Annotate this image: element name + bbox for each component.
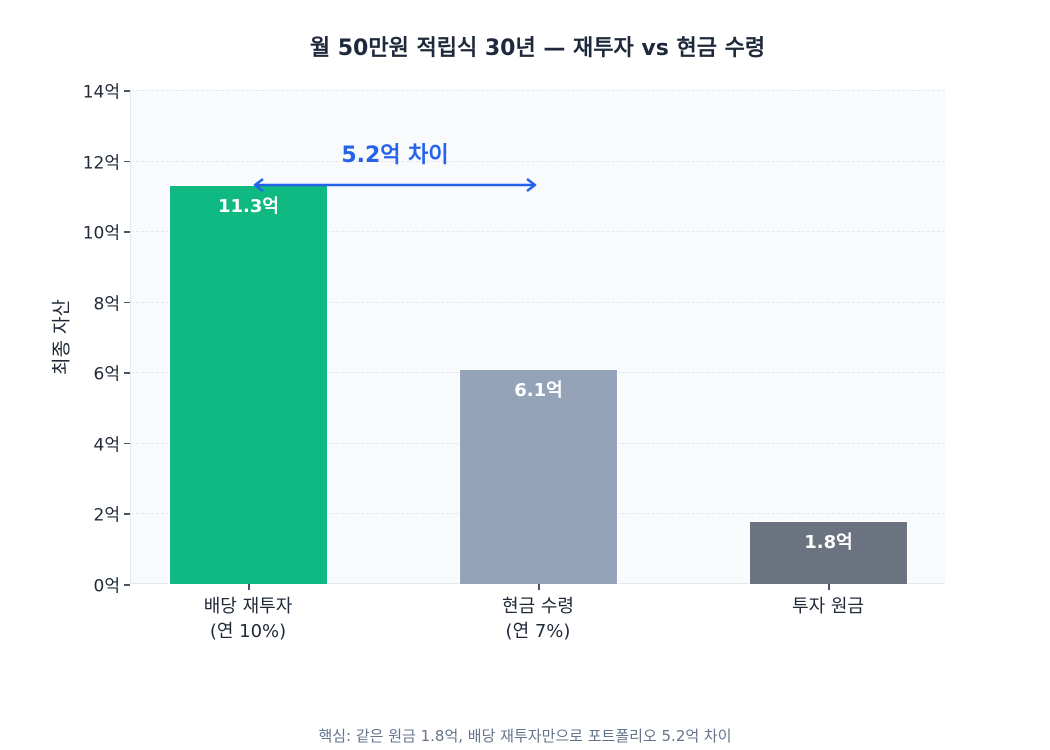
y-tick — [124, 301, 130, 304]
x-label-principal: 투자 원금 — [728, 594, 928, 619]
x-label-line: 현금 수령 — [502, 596, 574, 617]
chart-title: 월 50만원 적립식 30년 — 재투자 vs 현금 수령 — [309, 36, 766, 61]
y-tick-label: 2억 — [93, 505, 120, 526]
bar-value-label: 1.8억 — [804, 532, 853, 553]
y-axis-title: 최종 자산 — [50, 299, 73, 375]
y-tick-label: 8억 — [93, 294, 120, 315]
x-label-cash: 현금 수령 (연 7%) — [438, 594, 638, 644]
y-tick — [124, 160, 130, 163]
gridline — [131, 301, 945, 303]
bar-principal: 1.8억 — [749, 521, 908, 585]
y-tick-label: 10억 — [82, 223, 120, 244]
y-tick — [124, 231, 130, 233]
difference-annotation: 5.2억 차이 — [341, 143, 449, 168]
gridline — [131, 231, 945, 233]
y-tick-label: 0억 — [93, 576, 120, 597]
x-tick — [248, 584, 250, 590]
y-tick — [124, 584, 130, 586]
gridline — [131, 90, 945, 91]
x-label-line: 투자 원금 — [792, 596, 864, 617]
bar-cash: 6.1억 — [459, 369, 618, 585]
x-tick — [538, 584, 540, 590]
x-label-line: 배당 재투자 — [203, 596, 293, 617]
x-label-reinvest: 배당 재투자 (연 10%) — [148, 594, 348, 644]
y-tick — [124, 90, 130, 92]
gridline — [131, 160, 945, 162]
x-label-line: (연 7%) — [505, 621, 571, 642]
y-tick — [124, 442, 130, 445]
bar-reinvest: 11.3억 — [169, 185, 328, 585]
y-tick-label: 12억 — [82, 153, 120, 174]
bar-value-label: 11.3억 — [218, 196, 279, 217]
y-tick — [124, 372, 130, 374]
y-tick — [124, 513, 130, 515]
bar-value-label: 6.1억 — [514, 380, 563, 401]
y-tick-label: 6억 — [93, 364, 120, 385]
y-tick-label: 14억 — [82, 82, 120, 103]
y-tick-label: 4억 — [93, 435, 120, 456]
x-tick — [828, 584, 830, 590]
double-arrow-icon — [253, 178, 537, 192]
x-label-line: (연 10%) — [209, 621, 287, 642]
footnote: 핵심: 같은 원금 1.8억, 배당 재투자만으로 포트폴리오 5.2억 차이 — [318, 727, 732, 745]
